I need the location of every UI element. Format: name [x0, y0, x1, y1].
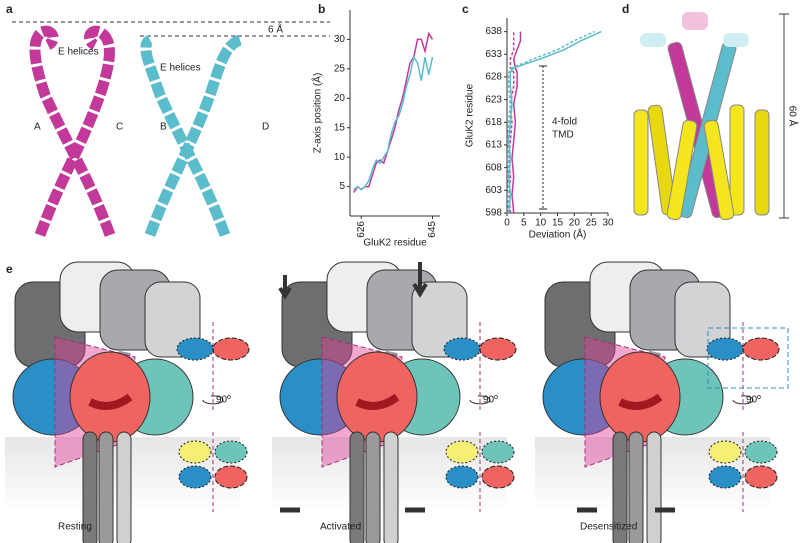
y-tick-label: 25	[334, 63, 346, 74]
y-tick-label: 638	[485, 26, 502, 37]
x-tick-label: 25	[586, 218, 598, 229]
x-tick-label: 10	[535, 218, 547, 229]
x-tick-label: 20	[569, 218, 581, 229]
y-tick-label: 10	[334, 152, 346, 163]
y-tick-label: 30	[334, 34, 346, 45]
y-axis-label: GluK2 residue	[465, 83, 476, 147]
panel-label: c	[462, 2, 469, 16]
subunit-label: B	[160, 122, 167, 133]
x-tick-label: 626	[356, 221, 367, 238]
rotation-label: 90º	[483, 395, 498, 406]
series-line	[507, 30, 602, 214]
subunit-label: D	[262, 122, 269, 133]
y-axis-label: Z-axis position (Å)	[311, 73, 324, 154]
y-tick-label: 618	[485, 117, 502, 128]
helix-label: E helices	[160, 63, 201, 74]
x-tick-label: 0	[504, 218, 510, 229]
y-tick-label: 633	[485, 49, 502, 60]
y-tick-label: 15	[334, 122, 346, 133]
x-tick-label: 645	[427, 221, 438, 238]
y-tick-label: 613	[485, 140, 502, 151]
x-tick-label: 5	[521, 218, 527, 229]
subunit-label: A	[34, 122, 41, 133]
panel-label: e	[6, 262, 13, 276]
distance-label: 6 Å	[268, 23, 283, 36]
y-tick-label: 623	[485, 94, 502, 105]
x-axis-label: Deviation (Å)	[529, 228, 587, 241]
series-line	[353, 55, 434, 191]
rotation-label: 90º	[746, 395, 761, 406]
series-line	[511, 31, 522, 214]
y-tick-label: 598	[485, 208, 502, 219]
panel-a: 6 Å E helices E helices A C B D	[12, 21, 330, 237]
state-label: Desensitized	[580, 522, 637, 533]
state-label: Activated	[320, 522, 361, 533]
x-tick-label: 15	[552, 218, 564, 229]
subunit-label: C	[116, 122, 123, 133]
annotation: 4-fold	[552, 117, 577, 128]
series-line	[507, 30, 595, 214]
y-tick-label: 5	[339, 181, 345, 192]
x-axis-label: GluK2 residue	[363, 238, 427, 249]
y-tick-label: 608	[485, 162, 502, 173]
series-line	[353, 31, 434, 193]
panel-e: 90º 90º 90º Resting Activated Desensitiz…	[5, 262, 789, 543]
panel-label: b	[318, 2, 325, 16]
x-tick-label: 30	[602, 218, 614, 229]
panel-d: 60 Å	[633, 12, 799, 221]
scale-label: 60 Å	[786, 106, 799, 127]
helix-label: E helices	[58, 47, 99, 58]
y-tick-label: 628	[485, 72, 502, 83]
y-tick-label: 20	[334, 93, 346, 104]
y-tick-label: 603	[485, 185, 502, 196]
rotation-label: 90º	[216, 395, 231, 406]
annotation: TMD	[552, 130, 574, 141]
panel-label: a	[6, 2, 13, 16]
panel-label: d	[622, 2, 629, 16]
state-label: Resting	[58, 522, 92, 533]
